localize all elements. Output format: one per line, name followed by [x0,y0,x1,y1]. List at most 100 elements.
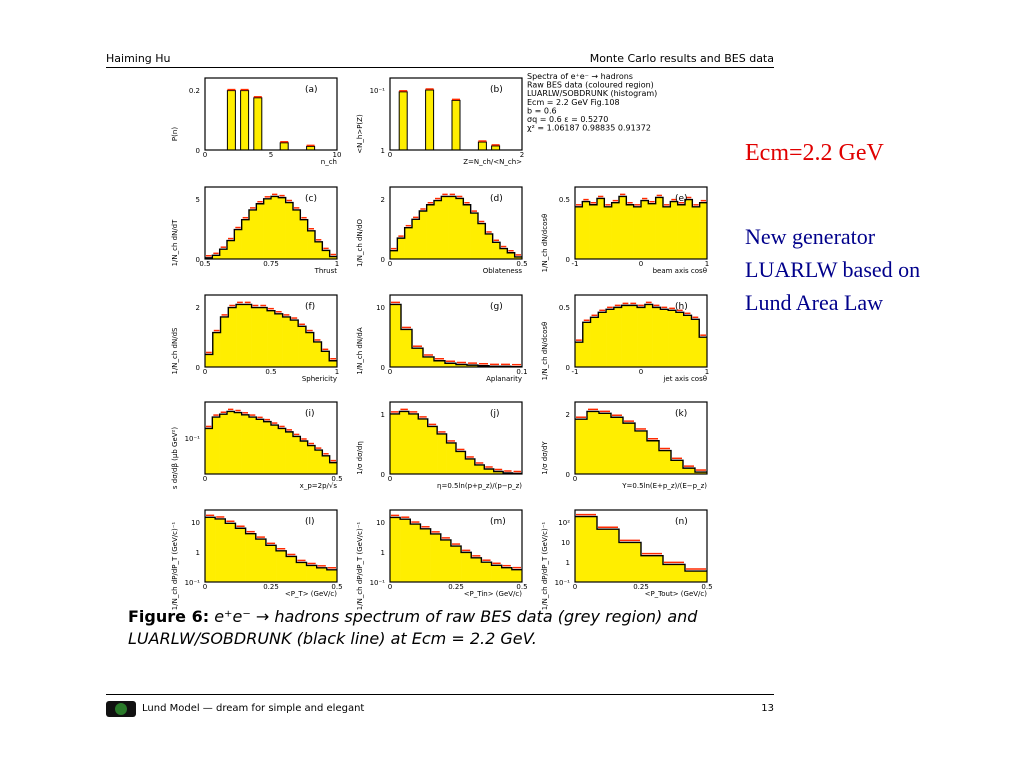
data-bin [401,329,413,367]
y-tick-label: 0.2 [189,87,200,95]
data-bin [683,315,692,367]
data-bin [278,197,286,259]
data-bin [670,201,678,259]
panel-k: (k) 1/σ dσ/dY Y=0.5ln(E+p_z)/(E−p_z) 00 2 [541,401,708,490]
data-bar [226,90,236,151]
data-bin [500,248,508,259]
data-bin [589,204,598,259]
x-tick-label: 0.5 [701,583,712,591]
data-bin [677,204,686,259]
panel-l: (l) 1/N_ch dP/dP_T (GeV/c)⁻¹ <P_T> (GeV/c)… [171,509,343,610]
data-bin [420,528,431,582]
y-axis-label: P(n) [171,127,179,141]
data-bin [243,304,252,367]
caption-label: Figure 6: [128,607,210,626]
data-bin [259,307,268,367]
x-tick-label: 0 [203,583,207,591]
data-bin [263,421,272,474]
x-tick-label: 0 [388,475,392,483]
data-bin [316,567,328,582]
footer-text: Lund Model — dream for simple and elegan… [142,703,365,714]
mc-histogram-line [205,516,337,571]
data-bin [659,450,672,474]
x-tick-label: 0 [388,368,392,376]
data-bin [514,256,523,259]
data-bin [322,250,330,259]
data-bin [582,322,591,367]
data-bar [491,145,501,151]
data-bin [692,206,700,259]
data-bin [463,204,471,259]
data-bin [212,417,220,474]
x-tick-label: 1 [705,368,709,376]
data-bin [635,430,648,474]
data-bin [478,223,486,259]
data-bin [400,519,411,582]
data-bin [274,313,283,367]
data-bin [256,419,264,474]
data-bar [240,90,250,151]
x-tick-label: 0 [388,151,392,159]
data-bin [685,199,693,259]
generator-line: New generator [745,224,876,249]
data-bin [321,351,330,367]
data-bin [671,460,684,474]
data-bin [575,342,584,367]
data-bin [675,312,685,367]
x-tick-label: 0 [573,583,577,591]
data-bin [485,233,493,259]
data-bin [492,242,501,259]
data-bin [235,528,246,582]
x-tick-label: 10 [333,151,342,159]
data-bin [461,552,472,582]
panel-label: (c) [305,194,317,204]
data-bin [448,196,457,259]
y-tick-label: 10⁻¹ [370,579,386,587]
data-bin [293,209,301,259]
x-tick-label: 0.1 [516,368,527,376]
mc-histogram-line [390,516,522,571]
data-bin [437,433,447,474]
panel-label: (n) [675,517,688,527]
y-tick-label: 10 [561,539,570,547]
x-tick-label: 0 [639,368,643,376]
panel-frame [204,509,338,583]
y-tick-label: 10⁻¹ [185,579,201,587]
y-axis-label: <N_h>P(Z) [356,114,364,154]
mc-histogram-line [575,195,707,208]
caption-text: e⁺e⁻ → hadrons spectrum of raw BES data … [128,607,698,648]
data-bin [440,539,452,582]
data-bin [212,332,221,367]
y-axis-label: 1/N_ch dN/dS [171,327,179,375]
legend-line: Spectra of e⁺e⁻ → hadrons [527,72,633,81]
page-number: 13 [761,703,774,714]
x-tick-label: 0.75 [263,260,279,268]
data-bin [471,557,482,582]
generator-line: LUARLW based on [745,257,921,282]
y-tick-label: 0 [381,471,385,479]
data-bar [451,99,461,151]
data-bin [305,332,315,367]
panel-frame [574,186,708,260]
data-bin [507,252,515,259]
y-tick-label: 1 [196,549,200,557]
data-bin [307,445,316,474]
y-tick-label: 1 [381,147,385,155]
panel-m: (m) 1/N_ch dP/dP_T (GeV/c)⁻¹ <P_Tin> (GeV/… [356,509,528,610]
data-bin [423,356,435,367]
data-bin [575,206,583,259]
data-bin [245,533,257,582]
data-bin [313,341,322,367]
generator-note: New generator LUARLW based on Lund Area … [745,220,1005,319]
panel-label: (k) [675,409,687,419]
energy-label: Ecm=2.2 GeV [745,140,884,166]
data-bin [598,312,607,367]
footer-rule [106,694,774,695]
data-bin [419,211,427,259]
x-axis-label: x_p=2p/√s [300,482,338,490]
y-tick-label: 2 [196,304,200,312]
y-tick-label: 5 [196,196,200,204]
y-tick-label: 0.5 [559,196,570,204]
x-tick-label: 0 [573,475,577,483]
